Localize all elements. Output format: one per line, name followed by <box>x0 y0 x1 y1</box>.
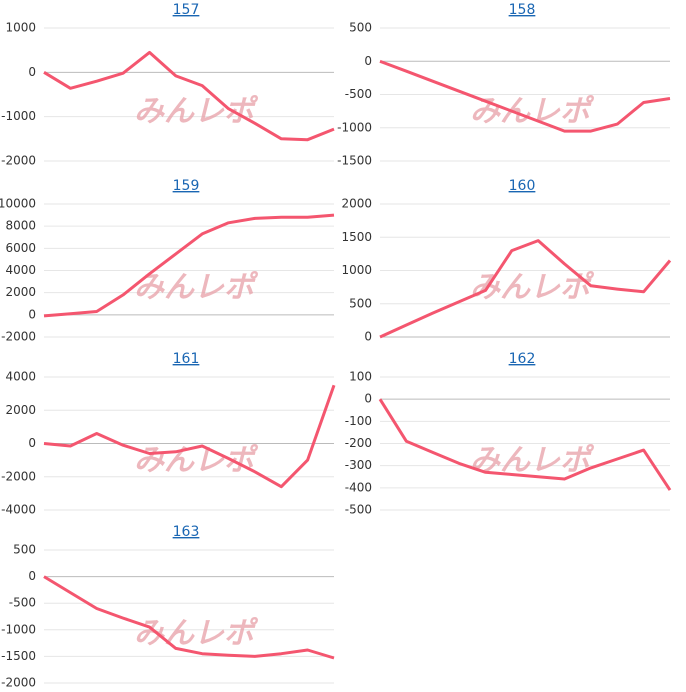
y-tick-label: -1500 <box>1 649 36 663</box>
y-tick-label: 0 <box>28 436 36 450</box>
chart-panel: 159 10000 8000 6000 4000 2000 0 -2000 みんレポ <box>0 178 335 344</box>
watermark: みんレポ <box>134 270 259 305</box>
data-line <box>378 398 672 491</box>
y-tick-label: -300 <box>345 458 372 472</box>
chart-title[interactable]: 162 <box>509 351 536 367</box>
y-tick-label: -1500 <box>337 154 372 168</box>
y-tick-label: 0 <box>364 330 372 344</box>
data-line <box>43 213 335 318</box>
y-tick-label: -2000 <box>1 330 36 344</box>
y-tick-label: 0 <box>364 392 372 406</box>
chart-title[interactable]: 158 <box>509 2 536 18</box>
y-tick-label: -2000 <box>1 676 36 690</box>
y-tick-label: -2000 <box>1 154 36 168</box>
chart-panel: 163 500 0 -500 -1000 -1500 -2000 みんレポ <box>1 524 335 690</box>
watermark: みんレポ <box>470 94 595 129</box>
y-tick-label: 2000 <box>341 197 372 211</box>
y-tick-label: 0 <box>28 307 36 321</box>
watermark: みんレポ <box>470 270 595 305</box>
y-tick-label: 10000 <box>0 197 36 211</box>
y-tick-label: 6000 <box>5 241 36 255</box>
watermark: みんレポ <box>134 443 259 478</box>
y-tick-label: 0 <box>28 569 36 583</box>
chart-title[interactable]: 163 <box>173 524 200 540</box>
y-tick-label: -100 <box>345 414 372 428</box>
watermark: みんレポ <box>134 616 259 651</box>
y-tick-label: -400 <box>345 480 372 494</box>
data-line <box>43 384 336 489</box>
y-tick-label: 8000 <box>5 219 36 233</box>
y-tick-label: 0 <box>28 65 36 79</box>
chart-panel: 157 1000 0 -1000 -2000 みんレポ <box>1 2 335 168</box>
chart-panel: 158 500 0 -500 -1000 -1500 みんレポ <box>337 2 671 168</box>
data-line <box>43 50 335 142</box>
y-tick-label: 4000 <box>5 263 36 277</box>
y-tick-label: 100 <box>349 370 372 384</box>
y-tick-label: -500 <box>345 503 372 517</box>
chart-panel: 160 2000 1500 1000 500 0 みんレポ <box>341 178 672 344</box>
chart-title[interactable]: 161 <box>173 351 200 367</box>
y-tick-label: -1000 <box>337 120 372 134</box>
y-tick-label: 2000 <box>5 403 36 417</box>
y-tick-label: 500 <box>349 296 372 310</box>
y-tick-label: 500 <box>13 543 36 557</box>
chart-title[interactable]: 157 <box>173 2 200 18</box>
y-tick-label: -4000 <box>1 503 36 517</box>
y-tick-label: 1000 <box>5 21 36 35</box>
y-tick-label: 1000 <box>341 263 372 277</box>
y-tick-label: 1500 <box>341 230 372 244</box>
data-line <box>379 239 672 339</box>
data-line <box>379 59 671 133</box>
y-tick-label: -2000 <box>1 469 36 483</box>
chart-panel: 161 4000 2000 0 -2000 -4000 みんレポ <box>1 351 336 517</box>
chart-title[interactable]: 159 <box>173 178 200 194</box>
y-tick-label: 2000 <box>5 285 36 299</box>
y-tick-label: 4000 <box>5 370 36 384</box>
y-tick-label: -200 <box>345 436 372 450</box>
y-tick-label: 500 <box>349 21 372 35</box>
data-line <box>43 575 335 660</box>
y-tick-label: -500 <box>345 87 372 101</box>
y-tick-label: -1000 <box>1 622 36 636</box>
y-tick-label: -1000 <box>1 109 36 123</box>
chart-title[interactable]: 160 <box>509 178 536 194</box>
watermark: みんレポ <box>134 94 259 129</box>
y-tick-label: 0 <box>364 54 372 68</box>
y-tick-label: -500 <box>9 596 36 610</box>
